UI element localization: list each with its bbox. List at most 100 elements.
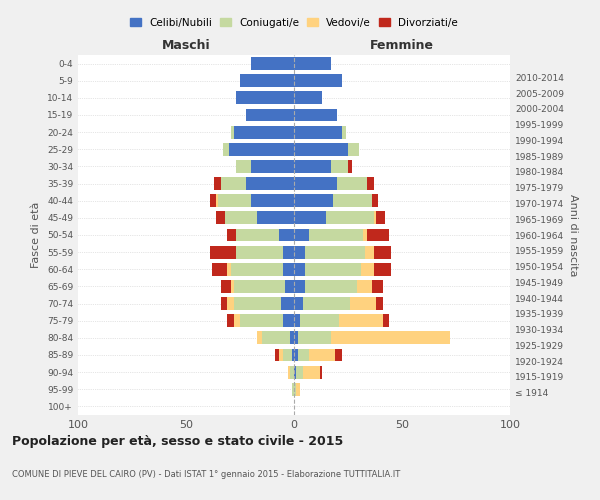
Bar [216,212,225,224]
Bar [337,177,367,190]
Bar [365,246,374,258]
Bar [294,297,302,310]
Bar [225,212,257,224]
Bar [229,143,294,156]
Bar [247,177,294,190]
Bar [294,108,337,122]
Bar [348,160,352,173]
Bar [372,280,383,293]
Bar [294,177,337,190]
Bar [294,280,305,293]
Bar [294,246,305,258]
Bar [331,160,348,173]
Bar [333,194,372,207]
Bar [236,246,283,258]
Bar [363,228,367,241]
Text: Popolazione per età, sesso e stato civile - 2015: Popolazione per età, sesso e stato civil… [12,435,343,448]
Bar [227,228,236,241]
Bar [290,332,294,344]
Bar [294,194,333,207]
Bar [232,126,233,138]
Bar [294,314,301,327]
Bar [232,280,233,293]
Bar [214,177,221,190]
Bar [296,366,302,378]
Bar [326,212,374,224]
Bar [305,263,361,276]
Bar [292,383,294,396]
Bar [223,143,229,156]
Bar [294,228,309,241]
Bar [376,297,383,310]
Bar [279,348,283,362]
Bar [296,383,301,396]
Bar [283,246,294,258]
Text: Femmine: Femmine [370,38,434,52]
Bar [221,297,227,310]
Bar [294,263,305,276]
Bar [340,314,383,327]
Text: Maschi: Maschi [161,38,211,52]
Bar [367,228,389,241]
Bar [361,263,374,276]
Bar [294,332,298,344]
Bar [302,297,350,310]
Bar [305,246,365,258]
Bar [294,212,326,224]
Bar [251,194,294,207]
Bar [348,143,359,156]
Bar [257,332,262,344]
Bar [283,263,294,276]
Bar [221,177,247,190]
Bar [233,126,294,138]
Bar [305,280,356,293]
Bar [309,228,363,241]
Bar [309,348,335,362]
Bar [240,314,283,327]
Bar [292,348,294,362]
Bar [236,228,279,241]
Bar [221,280,232,293]
Bar [210,194,216,207]
Bar [251,57,294,70]
Bar [233,280,286,293]
Bar [251,160,294,173]
Bar [374,263,391,276]
Bar [281,297,294,310]
Bar [356,280,372,293]
Bar [350,297,376,310]
Legend: Celibi/Nubili, Coniugati/e, Vedovi/e, Divorziati/e: Celibi/Nubili, Coniugati/e, Vedovi/e, Di… [126,14,462,32]
Bar [227,297,233,310]
Bar [294,143,348,156]
Bar [233,297,281,310]
Bar [212,263,227,276]
Bar [283,348,292,362]
Bar [227,263,232,276]
Bar [294,126,341,138]
Y-axis label: Anni di nascita: Anni di nascita [568,194,578,276]
Bar [372,194,378,207]
Bar [236,160,251,173]
Bar [216,194,218,207]
Bar [232,263,283,276]
Bar [218,194,251,207]
Bar [233,314,240,327]
Bar [257,212,294,224]
Bar [374,212,376,224]
Bar [294,383,296,396]
Bar [279,228,294,241]
Bar [283,314,294,327]
Bar [294,74,341,87]
Bar [294,366,296,378]
Bar [374,246,391,258]
Bar [294,160,331,173]
Bar [376,212,385,224]
Bar [287,366,290,378]
Text: COMUNE DI PIEVE DEL CAIRO (PV) - Dati ISTAT 1° gennaio 2015 - Elaborazione TUTTI: COMUNE DI PIEVE DEL CAIRO (PV) - Dati IS… [12,470,400,479]
Bar [240,74,294,87]
Bar [286,280,294,293]
Bar [298,332,331,344]
Bar [383,314,389,327]
Bar [236,92,294,104]
Bar [298,348,309,362]
